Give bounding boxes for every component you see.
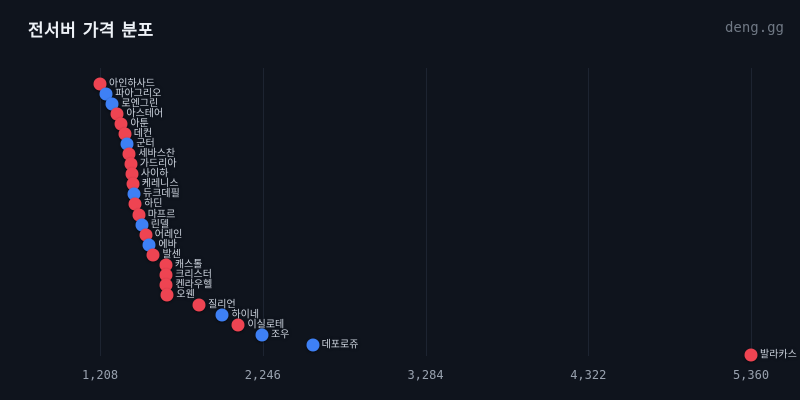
- data-point-label: 아인하사드: [109, 78, 155, 90]
- page-title: 전서버 가격 분포: [28, 21, 154, 41]
- data-point-dot[interactable]: [192, 298, 206, 312]
- data-point-label: 세바스찬: [138, 148, 176, 160]
- data-point-dot[interactable]: [122, 147, 136, 161]
- data-point-label: 에바: [158, 239, 177, 251]
- brand-watermark: deng.gg: [724, 20, 784, 36]
- data-point-dot[interactable]: [146, 248, 160, 262]
- data-point-dot[interactable]: [128, 197, 142, 211]
- x-axis-tick-label: 2,246: [244, 368, 281, 382]
- data-point-label: 캐스톨: [174, 259, 203, 271]
- data-point-label: 가드리아: [139, 158, 177, 170]
- data-point-label: 조우: [270, 329, 290, 341]
- gridline: [262, 68, 264, 356]
- data-point-label: 오웬: [176, 289, 195, 301]
- data-point-dot[interactable]: [110, 107, 124, 121]
- data-point-dot[interactable]: [215, 308, 229, 322]
- data-point-label: 어레인: [154, 229, 183, 241]
- data-point-dot[interactable]: [142, 238, 156, 252]
- data-point-label: 마프르: [147, 209, 176, 221]
- data-point-dot[interactable]: [114, 117, 128, 131]
- data-point-label: 데포로쥬: [321, 339, 359, 351]
- data-point-label: 이실로테: [247, 319, 285, 331]
- gridline: [588, 68, 590, 356]
- x-axis-tick-label: 3,284: [407, 368, 444, 382]
- data-point-label: 파아그리오: [115, 88, 162, 100]
- data-point-dot[interactable]: [306, 338, 320, 352]
- data-point-label: 로엔그린: [121, 98, 159, 110]
- data-point-label: 질리언: [208, 299, 236, 311]
- gridline: [425, 68, 427, 356]
- data-point-dot[interactable]: [139, 228, 153, 242]
- data-point-dot[interactable]: [159, 268, 173, 282]
- data-point-label: 켄라우헬: [175, 279, 213, 291]
- data-point-label: 아툰: [130, 118, 149, 130]
- data-point-dot[interactable]: [160, 288, 174, 302]
- data-point-dot[interactable]: [159, 278, 173, 292]
- data-point-label: 발라카스: [760, 349, 797, 361]
- x-axis-tick-label: 5,360: [732, 368, 770, 382]
- data-point-dot[interactable]: [159, 258, 173, 272]
- gridline: [751, 68, 752, 356]
- data-point-label: 린델: [150, 219, 170, 231]
- data-point-dot[interactable]: [105, 97, 119, 111]
- data-point-dot[interactable]: [127, 187, 141, 201]
- data-point-dot[interactable]: [125, 167, 139, 181]
- data-point-dot[interactable]: [99, 87, 113, 101]
- data-point-label: 크리스터: [175, 269, 212, 281]
- data-point-label: 발센: [162, 249, 181, 261]
- data-point-dot[interactable]: [132, 208, 146, 222]
- data-point-dot[interactable]: [744, 348, 758, 362]
- gridline: [100, 68, 101, 356]
- data-point-dot[interactable]: [135, 218, 149, 232]
- data-point-label: 사이하: [140, 168, 169, 180]
- data-point-dot[interactable]: [231, 318, 245, 332]
- data-point-dot[interactable]: [93, 77, 107, 91]
- data-point-label: 케레니스: [141, 178, 179, 190]
- data-point-label: 데컨: [133, 128, 153, 140]
- data-point-dot[interactable]: [126, 177, 140, 191]
- data-point-label: 하이네: [231, 309, 260, 321]
- data-point-dot[interactable]: [255, 328, 269, 342]
- data-point-label: 아스테어: [126, 108, 164, 120]
- data-point-dot[interactable]: [120, 137, 134, 151]
- x-axis-tick-label: 4,322: [570, 368, 607, 382]
- data-point-dot[interactable]: [118, 127, 132, 141]
- data-point-label: 군터: [136, 138, 155, 150]
- data-point-dot[interactable]: [124, 157, 138, 171]
- data-point-label: 하딘: [144, 198, 163, 210]
- x-axis-tick-label: 1,208: [81, 368, 119, 382]
- data-point-label: 듀크데필: [143, 188, 180, 200]
